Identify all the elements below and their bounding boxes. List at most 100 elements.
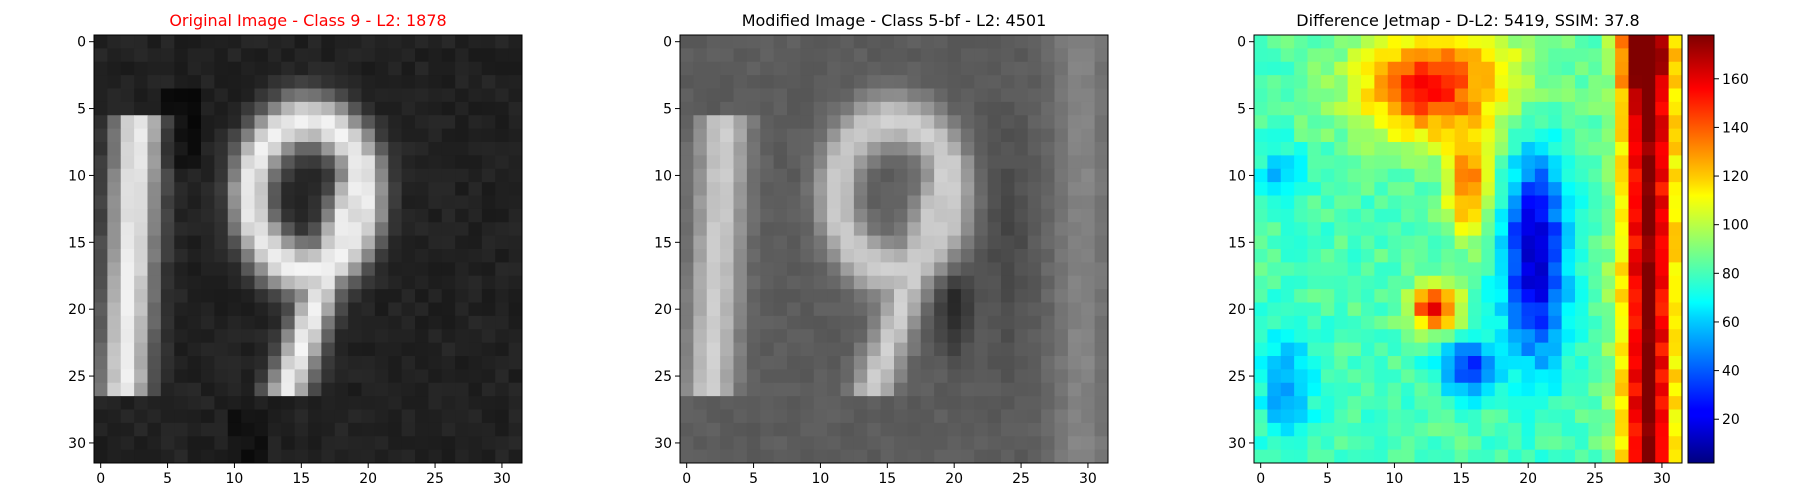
pixel-cell [1575,275,1589,290]
pixel-cell [1374,222,1389,237]
pixel-cell [441,208,456,223]
pixel-cell [1414,315,1429,330]
pixel-cell [1588,88,1603,103]
pixel-cell [187,142,202,156]
pixel-cell [468,88,483,103]
pixel-cell [160,75,175,89]
pixel-cell [1575,128,1589,143]
pixel-cell [693,262,708,277]
pixel-cell [1041,262,1055,277]
pixel-cell [201,315,215,330]
pixel-cell [1628,329,1643,344]
pixel-cell [334,342,349,357]
pixel-cell [428,101,443,116]
pixel-cell [334,182,349,196]
pixel-cell [1468,168,1482,183]
pixel-cell [1320,262,1335,277]
pixel-cell [746,275,761,290]
pixel-cell [773,342,788,357]
pixel-cell [134,302,148,317]
pixel-cell [147,168,162,183]
pixel-cell [187,302,202,317]
pixel-cell [1601,329,1616,344]
pixel-cell [1334,35,1349,49]
pixel-cell [321,342,336,357]
pixel-cell [1067,275,1082,290]
pixel-cell [94,369,108,384]
pixel-cell [680,35,694,49]
pixel-cell [401,61,416,76]
pixel-cell [227,222,242,237]
pixel-cell [227,249,242,263]
pixel-cell [1081,88,1096,103]
pixel-cell [680,235,694,250]
pixel-cell [1668,101,1683,116]
pixel-cell [1454,128,1469,143]
pixel-cell [720,262,734,277]
pixel-cell [1347,329,1362,344]
pixel-cell [147,275,162,290]
pixel-cell [308,48,322,63]
pixel-cell [720,115,734,130]
pixel-cell [1254,101,1268,116]
pixel-cell [773,208,788,223]
pixel-cell [760,208,775,223]
pixel-cell [1534,369,1549,384]
pixel-cell [267,356,282,370]
pixel-cell [107,396,122,410]
pixel-cell [1334,342,1349,357]
pixel-cell [1401,342,1415,357]
pixel-cell [1374,262,1389,277]
pixel-cell [1067,382,1082,397]
pixel-cell [160,329,175,344]
pixel-cell [1067,422,1082,437]
pixel-cell [1374,35,1389,49]
pixel-cell [1615,369,1629,384]
pixel-cell [120,35,135,49]
pixel-cell [468,35,483,49]
pixel-cell [1481,356,1496,370]
pixel-cell [334,61,349,76]
pixel-cell [468,142,483,156]
pixel-cell [455,249,469,263]
pixel-cell [934,195,948,210]
pixel-cell [813,409,828,424]
pixel-cell [787,302,801,317]
pixel-cell [1041,382,1055,397]
pixel-cell [134,342,148,357]
pixel-cell [1081,195,1096,210]
pixel-cell [415,262,429,277]
pixel-cell [1001,275,1015,290]
pixel-cell [1094,329,1109,344]
pixel-cell [120,115,135,130]
pixel-cell [840,142,855,156]
pixel-cell [428,302,443,317]
pixel-cell [1561,302,1576,317]
y-tick-label: 0 [663,35,672,51]
pixel-cell [1655,101,1670,116]
pixel-cell [1294,289,1308,303]
pixel-cell [214,35,229,49]
pixel-cell [1307,61,1322,76]
pixel-cell [947,61,962,76]
pixel-cell [1601,35,1616,49]
pixel-cell [1014,329,1029,344]
pixel-cell [1427,35,1442,49]
pixel-cell [1347,35,1362,49]
pixel-cell [468,101,483,116]
pixel-cell [853,302,868,317]
pixel-cell [107,289,122,303]
pixel-cell [813,168,828,183]
pixel-cell [1628,222,1643,237]
pixel-cell [495,382,510,397]
pixel-cell [853,35,868,49]
pixel-cell [321,396,336,410]
pixel-cell [827,262,841,277]
pixel-cell [934,182,948,196]
pixel-cell [894,329,908,344]
panel-difference-image [1254,35,1683,464]
pixel-cell [214,449,229,464]
pixel-cell [120,449,135,464]
pixel-cell [281,182,296,196]
pixel-cell [934,128,948,143]
